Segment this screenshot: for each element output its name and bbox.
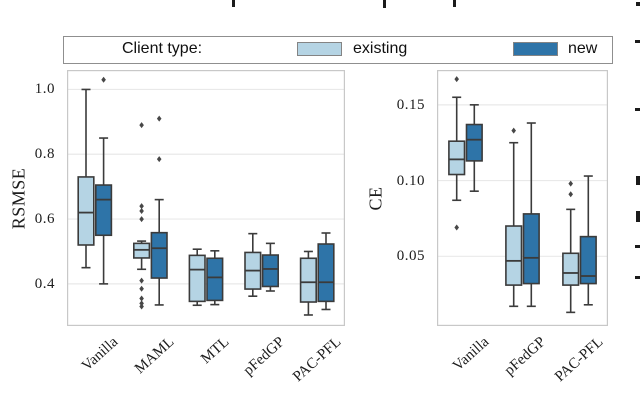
y-tick-label: 0.15 [396,96,425,113]
legend-title: Client type: [122,40,203,57]
x-category-label-pfedgp: pFedGP [501,334,550,379]
y-tick-label: 0.10 [396,172,425,189]
x-category-label-pfedgp: pFedGP [241,334,289,379]
x-category-label-mtl: MTL [198,334,233,368]
ce-boxplot [437,70,608,326]
cropped-text-fragment [635,108,640,111]
rsmse-boxplot [67,70,345,326]
cropped-text-fragment [635,40,640,43]
cropped-title-descender [453,0,456,7]
x-category-label-pac-pfl: PAC-PFL [289,334,344,386]
cropped-text-fragment [635,276,640,279]
cropped-title-descender [383,0,386,8]
y-tick-label: 0.6 [34,211,55,228]
cropped-text-fragment [636,211,640,222]
legend-swatch-existing [297,42,342,56]
x-category-label-vanilla: Vanilla [449,334,493,375]
x-category-label-vanilla: Vanilla [79,334,122,375]
cropped-text-fragment [636,2,640,6]
y-tick-label: 0.4 [34,275,55,292]
cropped-text-fragment [635,245,640,248]
x-category-label-pac-pfl: PAC-PFL [551,334,607,386]
legend-label-new: new [568,40,598,57]
legend-swatch-new [513,42,558,56]
y-tick-label: 0.05 [396,248,425,265]
y-tick-label: 1.0 [34,81,55,98]
cropped-text-fragment [636,176,640,185]
x-category-label-maml: MAML [131,334,178,378]
y-tick-label: 0.8 [34,146,55,163]
legend-box: Client type: existing new [63,36,613,64]
legend-label-existing: existing [353,40,408,57]
cropped-title-descender [232,0,235,7]
